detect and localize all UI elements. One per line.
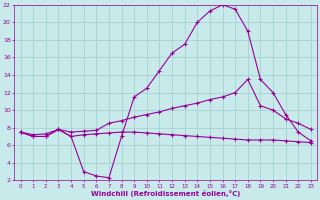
- X-axis label: Windchill (Refroidissement éolien,°C): Windchill (Refroidissement éolien,°C): [91, 190, 240, 197]
